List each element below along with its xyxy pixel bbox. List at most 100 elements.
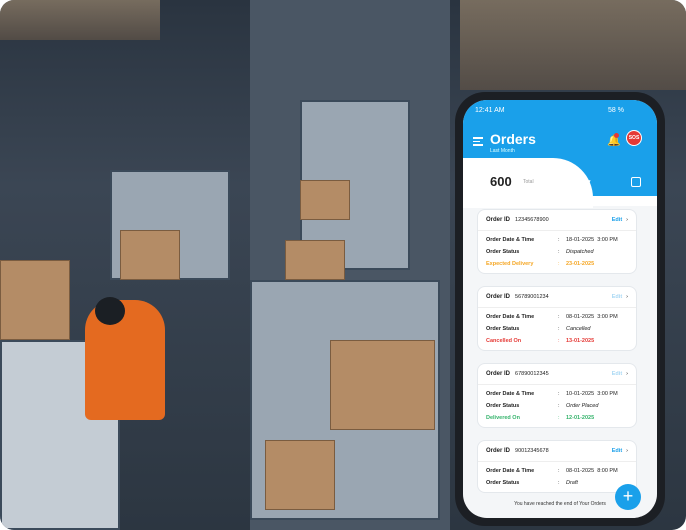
box	[300, 180, 350, 220]
status-label: Order Status	[486, 403, 520, 409]
order-card[interactable]: Order ID 56789001234 Edit › Order Date & Tim…	[477, 286, 637, 351]
edit-button[interactable]: Edit	[611, 217, 623, 223]
order-card-header: Order ID 56789001234 Edit ›	[478, 287, 636, 308]
order-card[interactable]: Order ID 67890012345 Edit › Order Date & Tim…	[477, 363, 637, 428]
status-battery: 58 %	[608, 107, 624, 114]
extra-label: Cancelled On	[486, 338, 522, 344]
worker-head	[95, 297, 125, 325]
order-id-label: Order ID	[486, 294, 511, 300]
status-label: Order Status	[486, 326, 520, 332]
separator: :	[558, 326, 560, 332]
status-label: Order Status	[486, 249, 520, 255]
order-time: 3:00 PM	[597, 314, 618, 320]
separator: :	[558, 480, 560, 486]
order-time: 3:00 PM	[597, 391, 618, 397]
order-date: 08-01-2025	[566, 314, 595, 320]
shelf	[0, 0, 160, 40]
order-card-header: Order ID 67890012345 Edit ›	[478, 364, 636, 385]
order-id: 56789001234	[515, 294, 549, 300]
chevron-down-icon: ▾	[586, 179, 591, 186]
filter-dropdown[interactable]: All ▾	[576, 178, 590, 186]
order-id: 67890012345	[515, 371, 549, 377]
order-date: 18-01-2025	[566, 237, 595, 243]
order-date-row: Order Date & Time:18-01-2025 3:00 PM	[478, 234, 636, 246]
order-id: 90012345678	[515, 448, 549, 454]
separator: :	[558, 261, 560, 267]
order-status: Cancelled	[566, 326, 591, 332]
add-order-button[interactable]: +	[615, 484, 641, 510]
total-label: Total	[523, 179, 534, 185]
order-status-row: Order Status: Cancelled	[478, 323, 636, 335]
order-id-label: Order ID	[486, 371, 511, 377]
box	[120, 230, 180, 280]
end-message: You have reached the end of Your Orders	[514, 501, 606, 507]
edit-button[interactable]: Edit	[611, 294, 623, 300]
extra-value: 12-01-2025	[566, 415, 595, 421]
order-time: 8:00 PM	[597, 468, 618, 474]
filter-value: All	[576, 179, 585, 186]
edit-button[interactable]: Edit	[611, 448, 623, 454]
order-extra-row: Expected Delivery:23-01-2025	[478, 258, 636, 270]
order-card[interactable]: Order ID 90012345678 Edit › Order Date & Tim…	[477, 440, 637, 493]
order-date: 10-01-2025	[566, 391, 595, 397]
order-date-row: Order Date & Time:08-01-2025 3:00 PM	[478, 311, 636, 323]
separator: :	[558, 391, 560, 397]
separator: :	[558, 314, 560, 320]
box	[330, 340, 435, 430]
date-label: Order Date & Time	[486, 237, 535, 243]
order-id: 12345678900	[515, 217, 549, 223]
separator: :	[558, 468, 560, 474]
order-date: 08-01-2025	[566, 468, 595, 474]
edit-button[interactable]: Edit	[611, 371, 623, 377]
chevron-right-icon[interactable]: ›	[626, 294, 628, 300]
chevron-right-icon[interactable]: ›	[626, 448, 628, 454]
date-label: Order Date & Time	[486, 468, 535, 474]
extra-label: Expected Delivery	[486, 261, 534, 267]
order-date-row: Order Date & Time:08-01-2025 8:00 PM	[478, 465, 636, 477]
box	[0, 260, 70, 340]
extra-value: 13-01-2025	[566, 338, 595, 344]
notification-badge	[614, 133, 619, 138]
page-subtitle: Last Month	[490, 148, 515, 154]
order-status: Order Placed	[566, 403, 599, 409]
header-curve	[463, 158, 593, 208]
order-status-row: Order Status: Draft	[478, 477, 636, 489]
order-status: Dispatched	[566, 249, 594, 255]
order-status: Draft	[566, 480, 578, 486]
order-date-row: Order Date & Time:10-01-2025 3:00 PM	[478, 388, 636, 400]
order-card-header: Order ID 12345678900 Edit ›	[478, 210, 636, 231]
status-time: 12:41 AM	[475, 107, 505, 114]
box	[265, 440, 335, 510]
order-status-row: Order Status: Dispatched	[478, 246, 636, 258]
order-id-label: Order ID	[486, 448, 511, 454]
chevron-right-icon[interactable]: ›	[626, 371, 628, 377]
order-time: 3:00 PM	[597, 237, 618, 243]
separator: :	[558, 249, 560, 255]
phone-mockup: 12:41 AM 58 % Orders Last Month 🔔 SOS 60…	[455, 92, 665, 526]
sos-button[interactable]: SOS	[626, 130, 642, 146]
order-status-row: Order Status: Order Placed	[478, 400, 636, 412]
order-id-label: Order ID	[486, 217, 511, 223]
bell-icon[interactable]: 🔔	[607, 135, 621, 147]
page-title: Orders	[490, 131, 536, 147]
phone-screen: 12:41 AM 58 % Orders Last Month 🔔 SOS 60…	[463, 100, 657, 518]
shelf	[460, 0, 686, 90]
separator: :	[558, 415, 560, 421]
calendar-icon[interactable]	[631, 177, 641, 187]
order-card[interactable]: Order ID 12345678900 Edit › Order Date & Tim…	[477, 209, 637, 274]
order-extra-row: Cancelled On:13-01-2025	[478, 335, 636, 347]
menu-icon[interactable]	[473, 137, 483, 148]
separator: :	[558, 338, 560, 344]
box	[285, 240, 345, 280]
separator: :	[558, 403, 560, 409]
extra-label: Delivered On	[486, 415, 520, 421]
status-label: Order Status	[486, 480, 520, 486]
order-extra-row: Delivered On:12-01-2025	[478, 412, 636, 424]
separator: :	[558, 237, 560, 243]
chevron-right-icon[interactable]: ›	[626, 217, 628, 223]
date-label: Order Date & Time	[486, 314, 535, 320]
order-card-header: Order ID 90012345678 Edit ›	[478, 441, 636, 462]
date-label: Order Date & Time	[486, 391, 535, 397]
total-count: 600	[490, 174, 512, 189]
